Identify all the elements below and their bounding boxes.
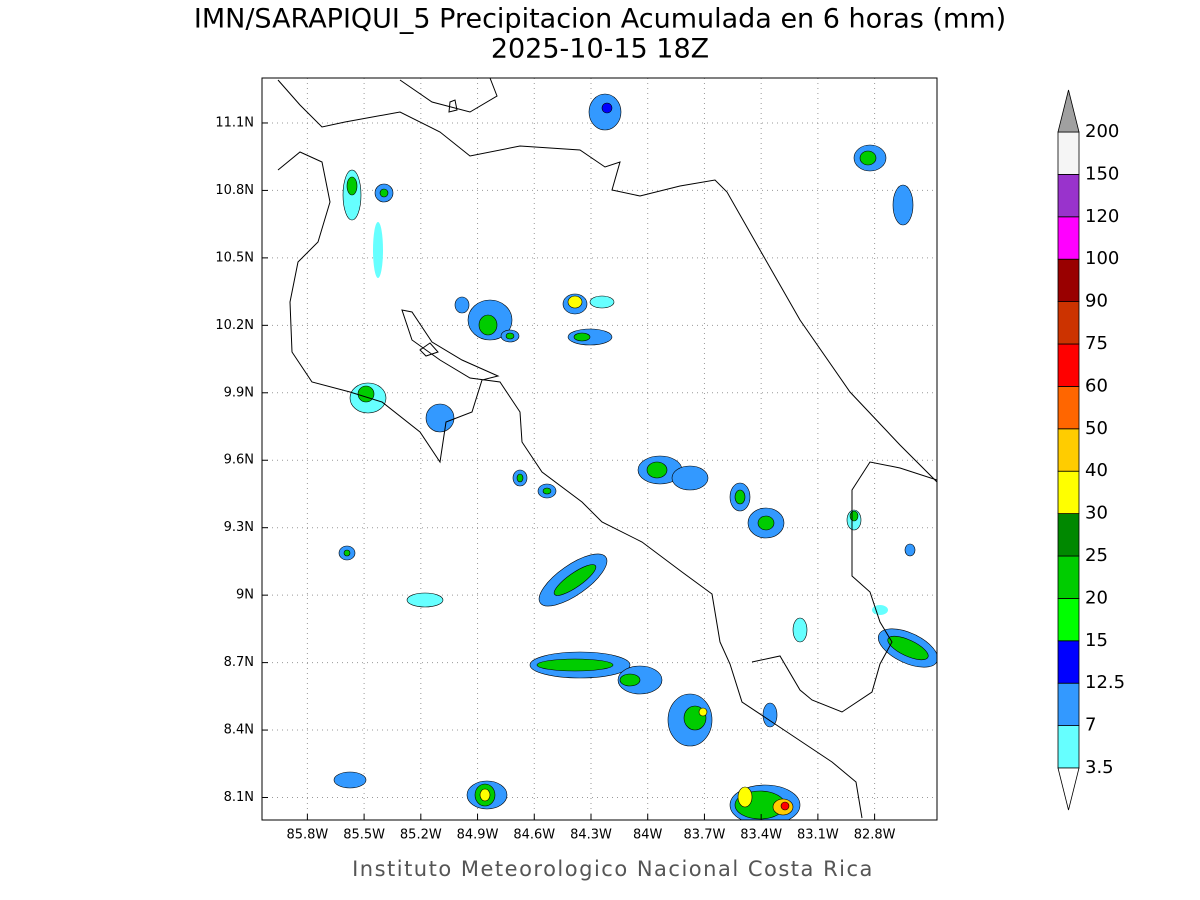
y-tick-label: 10.8N xyxy=(215,183,254,198)
colorbar-label: 3.5 xyxy=(1085,757,1114,778)
x-tick-label: 85.8W xyxy=(286,828,328,843)
colorbar-label: 7 xyxy=(1085,715,1096,736)
colorbar-box xyxy=(1057,131,1080,175)
colorbar-label: 50 xyxy=(1085,418,1108,439)
colorbar-box xyxy=(1057,682,1080,727)
colorbar-box xyxy=(1057,343,1080,387)
x-tick-label: 83.4W xyxy=(740,828,782,843)
colorbar-box xyxy=(1057,513,1080,557)
colorbar-label: 25 xyxy=(1085,545,1108,566)
colorbar-box xyxy=(1057,598,1080,642)
colorbar-box xyxy=(1057,725,1080,769)
x-tick-label: 82.8W xyxy=(854,828,896,843)
colorbar-box xyxy=(1057,470,1080,515)
y-tick-label: 11.1N xyxy=(215,115,254,130)
colorbar-under xyxy=(1057,767,1080,811)
footer: Instituto Meteorologico Nacional Costa R… xyxy=(352,857,874,881)
colorbar-box xyxy=(1057,640,1080,684)
x-tick-label: 83.1W xyxy=(797,828,839,843)
colorbar-box xyxy=(1057,555,1080,599)
colorbar-label: 100 xyxy=(1085,248,1119,269)
y-tick-label: 9.9N xyxy=(224,385,254,400)
y-tick-label: 10.2N xyxy=(215,318,254,333)
grid xyxy=(262,78,937,820)
colorbar-over xyxy=(1057,89,1080,133)
y-tick-label: 8.1N xyxy=(224,790,254,805)
y-tick-label: 9.3N xyxy=(224,520,254,535)
colorbar-box xyxy=(1057,258,1080,303)
x-tick-label: 85.2W xyxy=(400,828,442,843)
colorbar-label: 40 xyxy=(1085,460,1108,481)
map-title: IMN/SARAPIQUI_5 Precipitacion Acumulada … xyxy=(194,4,1006,35)
colorbar-box xyxy=(1057,385,1080,430)
y-tick-label: 8.7N xyxy=(224,655,254,670)
colorbar-label: 75 xyxy=(1085,333,1108,354)
colorbar-label: 15 xyxy=(1085,630,1108,651)
colorbar-label: 12.5 xyxy=(1085,672,1125,693)
colorbar-box xyxy=(1057,173,1080,218)
precipitation-field xyxy=(277,78,937,820)
x-tick-label: 83.7W xyxy=(684,828,726,843)
colorbar-label: 150 xyxy=(1085,163,1119,184)
y-tick-label: 8.4N xyxy=(224,723,254,738)
map-frame xyxy=(261,77,938,821)
colorbar-box xyxy=(1057,216,1080,260)
colorbar-box xyxy=(1057,301,1080,345)
colorbar-label: 90 xyxy=(1085,291,1108,312)
colorbar-box xyxy=(1057,428,1080,472)
x-tick-label: 84.9W xyxy=(457,828,499,843)
y-tick-label: 9.6N xyxy=(224,453,254,468)
colorbar-label: 200 xyxy=(1085,121,1119,142)
colorbar-label: 120 xyxy=(1085,206,1119,227)
y-tick-label: 10.5N xyxy=(215,250,254,265)
map-subtitle: 2025-10-15 18Z xyxy=(491,34,709,65)
coastline xyxy=(277,78,937,819)
colorbar-label: 30 xyxy=(1085,503,1108,524)
rain-cells xyxy=(333,93,937,820)
colorbar: 3.5 7 12.5 15 20 25 30 40 50 60 75 90 100 120 150 200 xyxy=(1057,89,1125,811)
x-tick-label: 84.3W xyxy=(570,828,612,843)
colorbar-label: 60 xyxy=(1085,375,1108,396)
x-tick-label: 85.5W xyxy=(343,828,385,843)
x-tick-label: 84W xyxy=(633,828,663,843)
axis-ticks: 85.8W 85.5W 85.2W 84.9W 84.6W 84.3W 84W 83.7W 83… xyxy=(215,115,895,842)
x-tick-label: 84.6W xyxy=(513,828,555,843)
colorbar-label: 20 xyxy=(1085,587,1108,608)
y-tick-label: 9N xyxy=(236,588,254,603)
